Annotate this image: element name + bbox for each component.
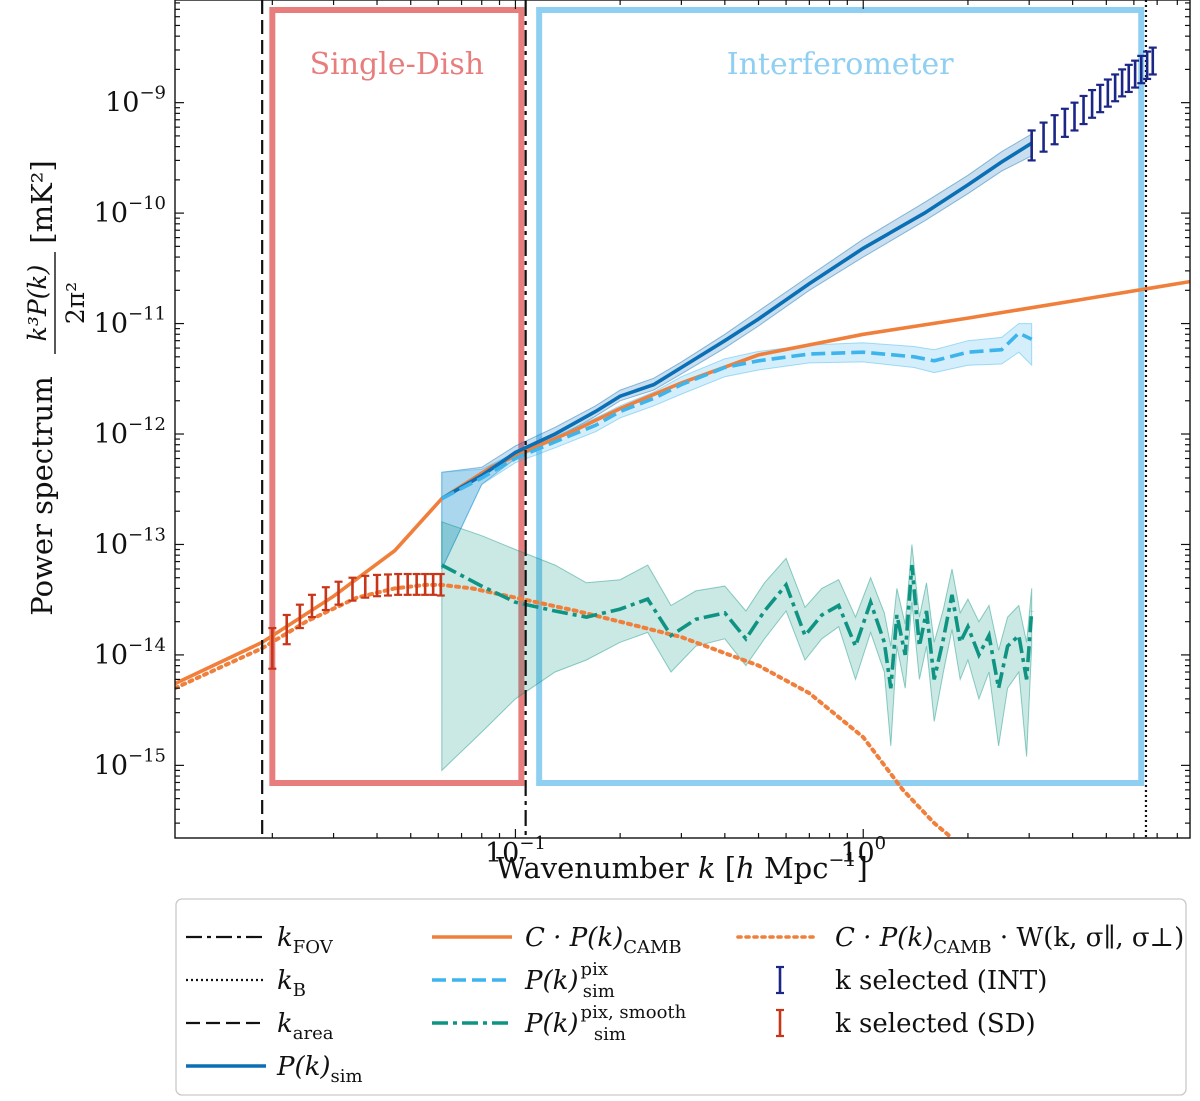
errorbar-k-selected-int xyxy=(1050,114,1059,146)
band-p-k-sim-pix-smooth xyxy=(441,521,1033,772)
legend-entry-selsd: k selected (SD) xyxy=(776,1008,1036,1039)
line-p-k-sim xyxy=(440,141,1033,501)
errorbar-k-selected-int xyxy=(1118,68,1127,98)
errorbar-k-selected-sd xyxy=(429,572,438,596)
plot-frame xyxy=(174,0,1191,839)
errorbar-k-selected-int xyxy=(1124,63,1133,94)
regions-layer xyxy=(269,7,1145,786)
legend-box xyxy=(175,898,1187,1096)
y-tick-label: 10−15 xyxy=(94,745,166,781)
y-tick-label: 10−12 xyxy=(94,414,166,450)
region-label-interferometer: Interferometer xyxy=(727,47,955,82)
errorbar-k-selected-sd xyxy=(383,573,392,597)
legend-entry-psim: P(k)sim xyxy=(186,1052,363,1087)
legend-label-karea: karea xyxy=(277,1009,334,1044)
legend-entry-kb: kB xyxy=(186,966,306,1001)
errorbar-k-selected-int xyxy=(1148,46,1157,76)
x-tick-label: 10−1 xyxy=(485,833,546,869)
legend-label-camb: C · P(k)CAMB xyxy=(525,923,682,958)
legend-label-pix: P(k) pix sim xyxy=(524,959,615,1002)
errorbar-k-selected-sd xyxy=(412,572,421,596)
line-p-k-sim-pix-smooth xyxy=(440,563,1034,689)
legend-label-pixsmooth: P(k) pix, smooth sim xyxy=(524,1002,687,1045)
legend-label-cambw: C · P(k)CAMB · W(k, σ∥, σ⊥) xyxy=(835,923,1184,958)
y-label-unit: [mK²] xyxy=(25,160,59,243)
y-label-numerator: k³P(k) xyxy=(23,265,52,342)
errorbar-k-selected-sd xyxy=(307,593,316,619)
vlines-layer xyxy=(261,0,1148,838)
errorbar-k-selected-int xyxy=(1096,83,1105,114)
errorbar-k-selected-int xyxy=(1143,50,1152,81)
region-single-dish xyxy=(269,7,525,786)
errorbar-k-selected-int xyxy=(1131,59,1140,89)
x-axis-label: Wavenumber k [h Mpc−1] xyxy=(496,849,868,885)
legend-label-selsd: k selected (SD) xyxy=(835,1009,1036,1039)
y-tick-label: 10−9 xyxy=(105,83,166,119)
y-tick-label: 10−13 xyxy=(94,524,166,560)
errorbar-k-selected-int xyxy=(1137,54,1146,85)
legend-entry-karea: karea xyxy=(186,1009,334,1044)
legend-entry-pixsmooth: P(k) pix, smooth sim xyxy=(432,1002,687,1045)
errorbar-k-selected-sd xyxy=(421,572,430,596)
errorbar-k-selected-sd xyxy=(268,626,277,670)
line-c-p-k-camb xyxy=(175,279,1190,686)
bands-layer xyxy=(441,133,1033,772)
y-axis-label: Power spectrum k³P(k) 2π² [mK²] xyxy=(23,160,90,615)
errorbar-k-selected-sd xyxy=(361,574,370,599)
errorbar-k-selected-sd xyxy=(394,572,403,596)
y-label-prefix: Power spectrum xyxy=(25,376,59,615)
y-tick-label: 10−14 xyxy=(94,635,166,671)
legend-entry-pix: P(k) pix sim xyxy=(432,959,615,1002)
errorbar-k-selected-int xyxy=(1111,73,1120,103)
errorbar-k-selected-sd xyxy=(295,603,304,630)
errorbar-k-selected-sd xyxy=(334,580,343,606)
legend-label-kb: kB xyxy=(277,966,306,1001)
legend-entry-kfov: kFOV xyxy=(186,923,334,958)
series-layer xyxy=(175,141,1190,838)
errorbar-k-selected-sd xyxy=(436,572,445,597)
errorbar-k-selected-int xyxy=(1060,107,1069,138)
legend-entry-selint: k selected (INT) xyxy=(776,965,1047,996)
axes-layer: 10−15 10−14 10−13 10−12 10−11 10−10 10−9 10−1 10… xyxy=(94,0,1190,869)
errorbar-k-selected-sd xyxy=(282,613,291,646)
errorbar-k-selected-int xyxy=(1039,121,1048,153)
y-tick-label: 10−11 xyxy=(94,304,166,340)
errorbar-k-selected-int xyxy=(1103,78,1112,108)
line-p-k-sim-pix xyxy=(440,330,1033,501)
region-interferometer xyxy=(536,7,1145,786)
errorbar-k-selected-sd xyxy=(403,572,412,596)
region-labels-layer: Single-Dish Interferometer xyxy=(310,47,955,82)
errorbars-layer xyxy=(268,46,1157,670)
errorbar-k-selected-sd xyxy=(373,573,382,598)
region-label-single-dish: Single-Dish xyxy=(310,47,485,82)
errorbar-k-selected-int xyxy=(1079,94,1088,126)
legend-label-psim: P(k)sim xyxy=(276,1052,363,1087)
errorbar-k-selected-int xyxy=(1070,101,1079,132)
legend-entry-camb: C · P(k)CAMB xyxy=(432,923,682,958)
errorbar-k-selected-sd xyxy=(348,576,357,602)
y-label-denominator: 2π² xyxy=(61,282,90,324)
legend-label-selint: k selected (INT) xyxy=(835,966,1047,996)
band-p-k-sim-pix xyxy=(441,323,1033,570)
errorbar-k-selected-int xyxy=(1027,129,1036,162)
y-tick-label: 10−10 xyxy=(94,193,166,229)
x-tick-label: 100 xyxy=(840,833,886,869)
line-c-p-k-camb-w-k xyxy=(175,582,954,838)
legend-entry-cambw: C · P(k)CAMB · W(k, σ∥, σ⊥) xyxy=(736,923,1184,958)
errorbar-k-selected-int xyxy=(1088,88,1097,119)
errorbar-k-selected-sd xyxy=(321,586,330,612)
legend-label-kfov: kFOV xyxy=(277,923,334,958)
